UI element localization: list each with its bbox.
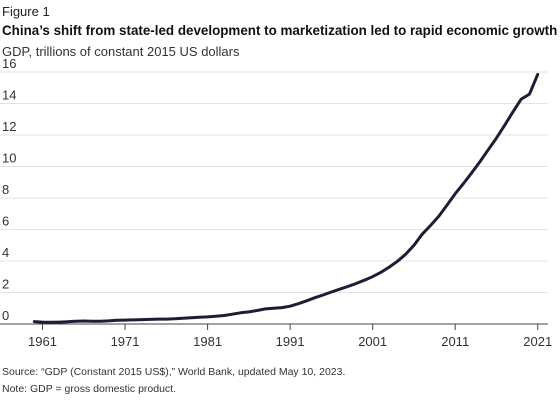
y-tick-label: 8 — [2, 182, 9, 197]
y-tick-label: 16 — [2, 56, 16, 71]
y-tick-label: 12 — [2, 119, 16, 134]
figure-label: Figure 1 — [2, 4, 50, 19]
x-tick-label: 1991 — [276, 334, 305, 349]
x-tick-label: 1971 — [111, 334, 140, 349]
y-axis-ticks: 0 2 4 6 8 10 12 14 16 — [2, 56, 16, 323]
y-tick-label: 0 — [2, 308, 9, 323]
source-note: Source: “GDP (Constant 2015 US$),” World… — [2, 366, 346, 378]
x-tick-label: 2011 — [441, 334, 469, 349]
x-tick-label: 2021 — [523, 334, 552, 349]
chart-title: China’s shift from state-led development… — [2, 23, 558, 38]
y-tick-label: 2 — [2, 277, 9, 292]
gdp-line-chart: 0 2 4 6 8 10 12 14 16 1961 1971 1981 1991 2001 2011 20… — [0, 56, 552, 349]
gridlines — [0, 71, 548, 293]
x-tick-label: 1961 — [28, 334, 57, 349]
gdp-note: Note: GDP = gross domestic product. — [2, 383, 177, 395]
x-tick-label: 1981 — [193, 334, 222, 349]
y-tick-label: 4 — [2, 245, 9, 260]
x-axis: 1961 1971 1981 1991 2001 2011 2021 — [0, 323, 552, 349]
chart-subtitle: GDP, trillions of constant 2015 US dolla… — [2, 44, 240, 59]
y-tick-label: 10 — [2, 151, 16, 166]
x-tick-label: 2001 — [358, 334, 387, 349]
y-tick-label: 14 — [2, 88, 16, 103]
y-tick-label: 6 — [2, 214, 9, 229]
series-line-gdp — [32, 72, 540, 324]
